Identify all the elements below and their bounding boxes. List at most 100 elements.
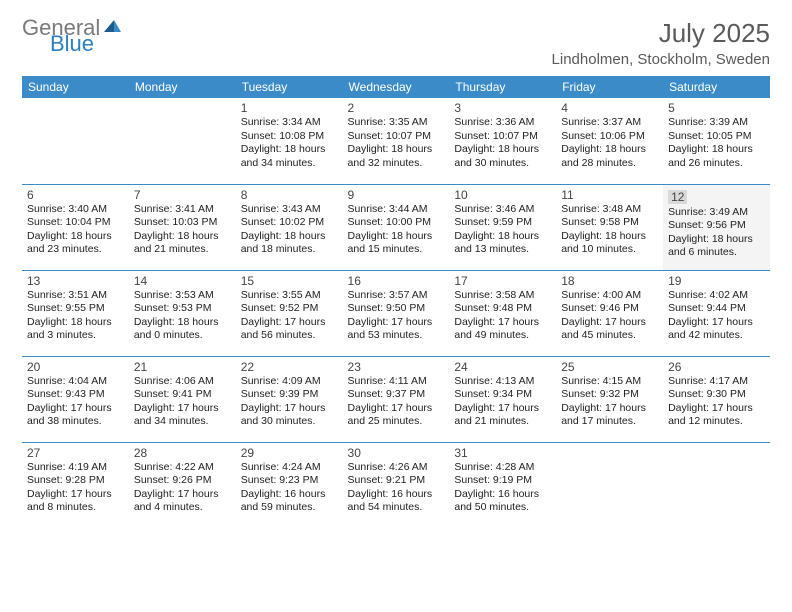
day-details: Sunrise: 4:04 AMSunset: 9:43 PMDaylight:… — [27, 375, 124, 430]
daylight-line: Daylight: 17 hours and 8 minutes. — [27, 488, 124, 515]
sunset-line: Sunset: 10:04 PM — [27, 216, 124, 230]
sunset-line: Sunset: 10:02 PM — [241, 216, 338, 230]
sunrise-line: Sunrise: 3:49 AM — [668, 206, 765, 220]
sunrise-line: Sunrise: 4:02 AM — [668, 289, 765, 303]
sunset-line: Sunset: 9:30 PM — [668, 388, 765, 402]
sunrise-line: Sunrise: 4:13 AM — [454, 375, 551, 389]
day-number: 11 — [561, 188, 658, 202]
sunset-line: Sunset: 10:07 PM — [454, 130, 551, 144]
daylight-line: Daylight: 17 hours and 25 minutes. — [348, 402, 445, 429]
daylight-line: Daylight: 17 hours and 4 minutes. — [134, 488, 231, 515]
day-details: Sunrise: 4:11 AMSunset: 9:37 PMDaylight:… — [348, 375, 445, 430]
calendar-cell: 25Sunrise: 4:15 AMSunset: 9:32 PMDayligh… — [556, 356, 663, 442]
sunrise-line: Sunrise: 3:40 AM — [27, 203, 124, 217]
weekday-header-row: Sunday Monday Tuesday Wednesday Thursday… — [22, 76, 770, 98]
sunrise-line: Sunrise: 3:53 AM — [134, 289, 231, 303]
day-details: Sunrise: 4:15 AMSunset: 9:32 PMDaylight:… — [561, 375, 658, 430]
day-details: Sunrise: 3:39 AMSunset: 10:05 PMDaylight… — [668, 116, 765, 171]
daylight-line: Daylight: 18 hours and 6 minutes. — [668, 233, 765, 260]
daylight-line: Daylight: 17 hours and 21 minutes. — [454, 402, 551, 429]
day-number: 23 — [348, 360, 445, 374]
day-details: Sunrise: 3:41 AMSunset: 10:03 PMDaylight… — [134, 203, 231, 258]
sunrise-line: Sunrise: 3:57 AM — [348, 289, 445, 303]
day-number: 6 — [27, 188, 124, 202]
calendar-cell — [22, 98, 129, 184]
daylight-line: Daylight: 17 hours and 49 minutes. — [454, 316, 551, 343]
day-number: 14 — [134, 274, 231, 288]
day-details: Sunrise: 4:28 AMSunset: 9:19 PMDaylight:… — [454, 461, 551, 516]
sunrise-line: Sunrise: 3:37 AM — [561, 116, 658, 130]
day-number: 28 — [134, 446, 231, 460]
daylight-line: Daylight: 18 hours and 0 minutes. — [134, 316, 231, 343]
day-details: Sunrise: 4:00 AMSunset: 9:46 PMDaylight:… — [561, 289, 658, 344]
calendar-cell — [129, 98, 236, 184]
sunrise-line: Sunrise: 3:39 AM — [668, 116, 765, 130]
daylight-line: Daylight: 18 hours and 30 minutes. — [454, 143, 551, 170]
calendar-cell: 15Sunrise: 3:55 AMSunset: 9:52 PMDayligh… — [236, 270, 343, 356]
sunset-line: Sunset: 10:03 PM — [134, 216, 231, 230]
sunset-line: Sunset: 9:56 PM — [668, 219, 765, 233]
day-details: Sunrise: 3:40 AMSunset: 10:04 PMDaylight… — [27, 203, 124, 258]
calendar-cell: 3Sunrise: 3:36 AMSunset: 10:07 PMDayligh… — [449, 98, 556, 184]
daylight-line: Daylight: 17 hours and 45 minutes. — [561, 316, 658, 343]
sunset-line: Sunset: 9:32 PM — [561, 388, 658, 402]
daylight-line: Daylight: 18 hours and 28 minutes. — [561, 143, 658, 170]
calendar-cell: 10Sunrise: 3:46 AMSunset: 9:59 PMDayligh… — [449, 184, 556, 270]
sunrise-line: Sunrise: 3:51 AM — [27, 289, 124, 303]
day-number: 8 — [241, 188, 338, 202]
sunset-line: Sunset: 10:00 PM — [348, 216, 445, 230]
header-right: July 2025 Lindholmen, Stockholm, Sweden — [552, 18, 770, 68]
month-title: July 2025 — [552, 18, 770, 49]
weekday-header: Wednesday — [343, 76, 450, 98]
daylight-line: Daylight: 17 hours and 12 minutes. — [668, 402, 765, 429]
day-details: Sunrise: 3:48 AMSunset: 9:58 PMDaylight:… — [561, 203, 658, 258]
day-number: 7 — [134, 188, 231, 202]
daylight-line: Daylight: 18 hours and 32 minutes. — [348, 143, 445, 170]
day-details: Sunrise: 3:51 AMSunset: 9:55 PMDaylight:… — [27, 289, 124, 344]
daylight-line: Daylight: 17 hours and 38 minutes. — [27, 402, 124, 429]
daylight-line: Daylight: 18 hours and 15 minutes. — [348, 230, 445, 257]
sunset-line: Sunset: 9:44 PM — [668, 302, 765, 316]
weekday-header: Monday — [129, 76, 236, 98]
sunset-line: Sunset: 9:52 PM — [241, 302, 338, 316]
daylight-line: Daylight: 17 hours and 17 minutes. — [561, 402, 658, 429]
day-number: 31 — [454, 446, 551, 460]
sunrise-line: Sunrise: 3:46 AM — [454, 203, 551, 217]
day-number: 5 — [668, 101, 765, 115]
sunset-line: Sunset: 9:46 PM — [561, 302, 658, 316]
daylight-line: Daylight: 16 hours and 50 minutes. — [454, 488, 551, 515]
day-number: 10 — [454, 188, 551, 202]
logo-text-blue: Blue — [50, 34, 122, 54]
sunrise-line: Sunrise: 4:26 AM — [348, 461, 445, 475]
sunrise-line: Sunrise: 3:41 AM — [134, 203, 231, 217]
sunset-line: Sunset: 9:55 PM — [27, 302, 124, 316]
calendar-cell: 21Sunrise: 4:06 AMSunset: 9:41 PMDayligh… — [129, 356, 236, 442]
day-number: 19 — [668, 274, 765, 288]
calendar-cell: 31Sunrise: 4:28 AMSunset: 9:19 PMDayligh… — [449, 442, 556, 528]
day-number: 12 — [668, 190, 687, 204]
day-details: Sunrise: 4:24 AMSunset: 9:23 PMDaylight:… — [241, 461, 338, 516]
daylight-line: Daylight: 17 hours and 42 minutes. — [668, 316, 765, 343]
calendar-cell: 16Sunrise: 3:57 AMSunset: 9:50 PMDayligh… — [343, 270, 450, 356]
logo: General Blue — [22, 18, 122, 54]
day-details: Sunrise: 3:35 AMSunset: 10:07 PMDaylight… — [348, 116, 445, 171]
day-number: 30 — [348, 446, 445, 460]
calendar-body: 1Sunrise: 3:34 AMSunset: 10:08 PMDayligh… — [22, 98, 770, 528]
daylight-line: Daylight: 17 hours and 34 minutes. — [134, 402, 231, 429]
day-number: 24 — [454, 360, 551, 374]
sunrise-line: Sunrise: 3:48 AM — [561, 203, 658, 217]
sunset-line: Sunset: 9:59 PM — [454, 216, 551, 230]
day-number: 3 — [454, 101, 551, 115]
sunset-line: Sunset: 9:48 PM — [454, 302, 551, 316]
day-details: Sunrise: 3:34 AMSunset: 10:08 PMDaylight… — [241, 116, 338, 171]
daylight-line: Daylight: 18 hours and 21 minutes. — [134, 230, 231, 257]
day-details: Sunrise: 3:37 AMSunset: 10:06 PMDaylight… — [561, 116, 658, 171]
sunset-line: Sunset: 9:41 PM — [134, 388, 231, 402]
day-details: Sunrise: 4:26 AMSunset: 9:21 PMDaylight:… — [348, 461, 445, 516]
sunrise-line: Sunrise: 4:24 AM — [241, 461, 338, 475]
sunrise-line: Sunrise: 3:44 AM — [348, 203, 445, 217]
sunset-line: Sunset: 9:23 PM — [241, 474, 338, 488]
daylight-line: Daylight: 17 hours and 53 minutes. — [348, 316, 445, 343]
sunrise-line: Sunrise: 4:15 AM — [561, 375, 658, 389]
sunrise-line: Sunrise: 3:58 AM — [454, 289, 551, 303]
